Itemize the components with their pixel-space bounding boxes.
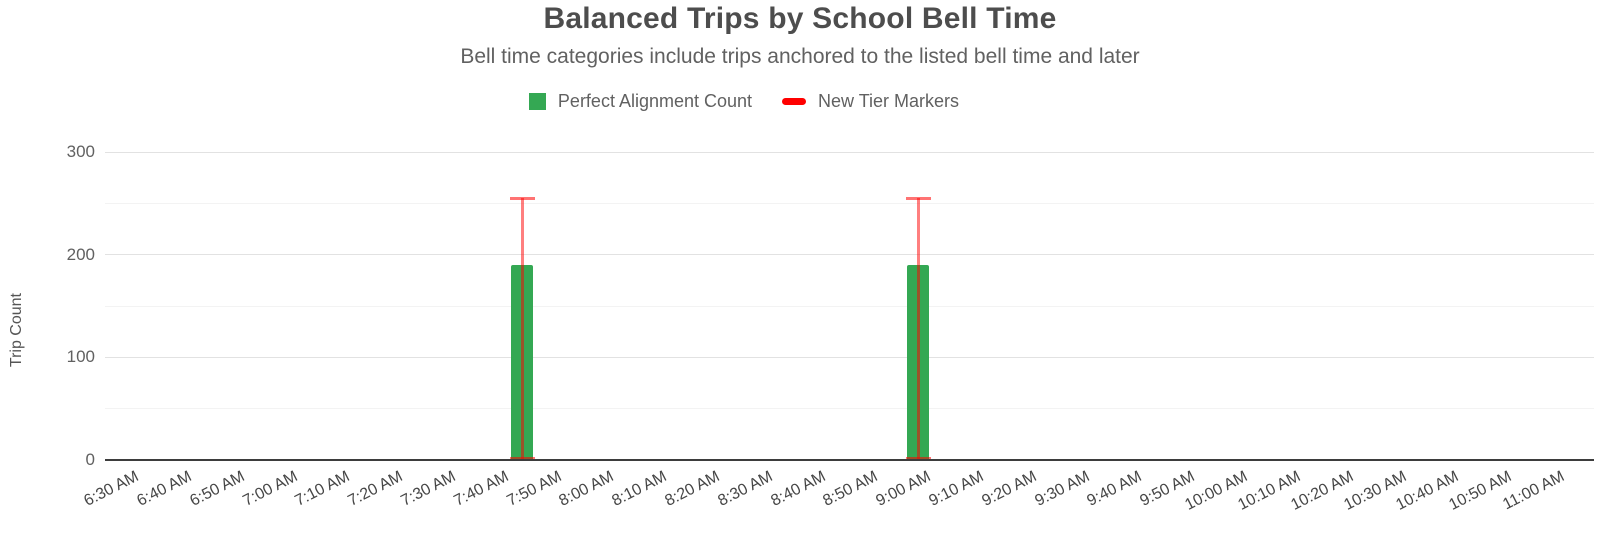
x-axis-tick-label: 7:50 AM <box>504 468 565 510</box>
legend-swatch-icon <box>782 98 807 105</box>
gridline-minor-150 <box>105 305 1594 307</box>
tier-marker-top-cap <box>509 197 535 201</box>
gridline-major-200 <box>105 254 1594 256</box>
y-axis-tick-label-300: 300 <box>66 142 95 161</box>
x-axis-tick-label: 6:40 AM <box>134 468 195 510</box>
gridline-major-300 <box>105 151 1594 153</box>
x-axis-tick-label: 6:30 AM <box>81 468 142 510</box>
x-axis-tick-label: 8:30 AM <box>715 468 776 510</box>
legend-swatch-icon <box>528 93 546 110</box>
x-axis-tick-label: 9:40 AM <box>1084 468 1145 510</box>
tier-marker-bottom-cap <box>509 457 535 460</box>
x-axis-tick-label: 6:50 AM <box>187 468 248 510</box>
tier-marker-line-7-45-AM[interactable] <box>520 198 524 460</box>
x-axis-tick-label: 9:30 AM <box>1032 468 1093 510</box>
x-axis-tick-label: 7:40 AM <box>451 468 512 510</box>
chart-title: Balanced Trips by School Bell Time <box>543 2 1057 35</box>
gridline-minor-250 <box>105 202 1594 204</box>
legend-label: New Tier Markers <box>818 91 960 111</box>
x-axis-tick-label: 7:20 AM <box>345 468 406 510</box>
x-axis-line <box>105 459 1594 461</box>
x-axis-tick-label: 8:10 AM <box>609 468 670 510</box>
x-axis-tick-label: 8:40 AM <box>768 468 829 510</box>
gridline-minor-50 <box>105 408 1594 410</box>
legend-item-perfect-alignment-count[interactable]: Perfect Alignment Count <box>528 91 753 112</box>
gridline-major-100 <box>105 356 1594 358</box>
tier-marker-top-cap <box>905 197 931 201</box>
x-axis-tick-label: 8:20 AM <box>662 468 723 510</box>
tier-marker-bottom-cap <box>905 457 931 460</box>
x-axis-tick-label: 7:00 AM <box>240 468 301 510</box>
legend-label: Perfect Alignment Count <box>557 91 753 111</box>
chart-legend: Perfect Alignment Count New Tier Markers <box>0 91 1600 112</box>
x-axis-tick-label: 9:00 AM <box>873 468 934 510</box>
x-axis-tick-label: 9:10 AM <box>926 468 987 510</box>
x-axis-tick-label: 9:20 AM <box>979 468 1040 510</box>
y-axis-tick-label-200: 200 <box>66 244 95 264</box>
x-axis-tick-label: 7:10 AM <box>292 468 353 510</box>
y-axis-tick-label-100: 100 <box>66 347 95 367</box>
tier-marker-line-9-00-AM[interactable] <box>916 198 920 460</box>
x-axis-tick-label: 8:00 AM <box>556 468 617 510</box>
legend-item-new-tier-markers[interactable]: New Tier Markers <box>782 91 959 112</box>
chart-subtitle: Bell time categories include trips ancho… <box>460 45 1140 68</box>
y-axis-tick-label-0: 0 <box>85 450 95 469</box>
x-axis-tick-label: 7:30 AM <box>398 468 459 510</box>
x-axis-tick-label: 8:50 AM <box>820 468 881 510</box>
